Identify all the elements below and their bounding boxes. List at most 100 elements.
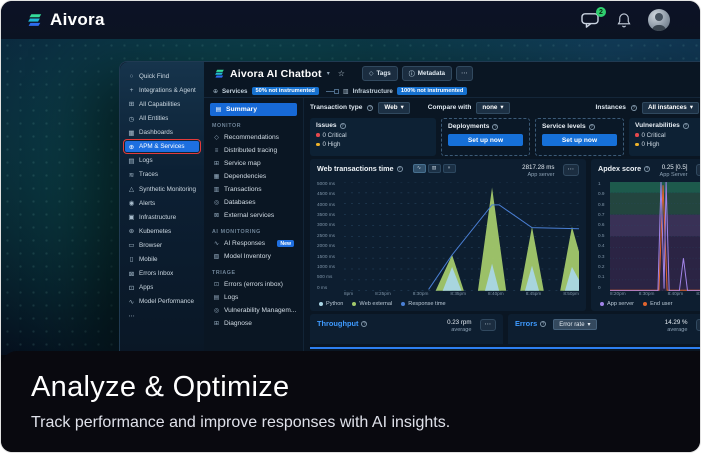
nav-item-model-inventory[interactable]: ▧ Model Inventory <box>210 250 297 263</box>
web-transactions-plot <box>344 181 579 291</box>
nav-item-databases[interactable]: ◎ Databases <box>210 196 297 209</box>
series-app-server <box>610 182 701 291</box>
help-icon[interactable]: ? <box>588 123 595 130</box>
sidebar-item-dashboards[interactable]: ▦ Dashboards <box>125 127 199 138</box>
hero-background: ○ Quick Find + Integrations & Agents ⊞ All Ca… <box>1 39 700 355</box>
sidebar-item-model-performance[interactable]: ∿ Model Performance <box>125 297 199 308</box>
sidebar-item-logs[interactable]: ▤ Logs <box>125 156 199 167</box>
sidebar-item-apm-services[interactable]: ⊕ APM & Services <box>122 139 202 155</box>
sidebar-item-integrations-agents[interactable]: + Integrations & Agents <box>125 85 199 96</box>
help-icon[interactable]: ? <box>396 165 403 172</box>
x-tick-label: 8pm <box>344 290 354 296</box>
legend-item-web-external[interactable]: Web external <box>352 301 392 307</box>
deployments-card: Deployments? Set up now <box>441 118 530 156</box>
x-tick-label: 8:50pm <box>696 290 701 296</box>
summary-icon: ▤ <box>215 107 222 113</box>
tags-button[interactable]: ◇ Tags <box>361 66 398 81</box>
help-icon[interactable]: ? <box>682 122 689 129</box>
y-tick-label: 4500 ms <box>317 191 335 197</box>
metadata-label: Metadata <box>417 70 446 77</box>
filter-row: Transaction type ? Web ▾ Compare with non… <box>310 100 700 115</box>
panel-more-button[interactable]: ⋯ <box>695 164 700 176</box>
instances-select[interactable]: All instances ▾ <box>641 101 699 114</box>
header-more-button[interactable]: ⋯ <box>456 66 473 81</box>
infrastructure-instrumentation-badge[interactable]: 100% not instrumented <box>396 87 468 95</box>
help-icon[interactable]: ? <box>339 122 346 129</box>
info-icon[interactable]: ? <box>630 104 637 111</box>
favorite-star-icon[interactable]: ☆ <box>337 69 345 78</box>
nav-item-transactions[interactable]: ▥ Transactions <box>210 183 297 196</box>
legend-item-end-user[interactable]: End user <box>643 301 672 307</box>
help-icon[interactable]: ? <box>540 320 547 327</box>
nav-item-dependencies[interactable]: ▦ Dependencies <box>210 170 297 183</box>
services-instrumentation-badge[interactable]: 50% not instrumented <box>251 87 319 95</box>
throughput-title[interactable]: Throughput <box>317 319 359 328</box>
chart-type-toggles: ∿ ▥ × <box>412 164 456 173</box>
entity-title: Aivora AI Chatbot <box>230 67 322 80</box>
errors-title[interactable]: Errors <box>515 319 538 328</box>
sidebar-item-more[interactable]: ⋯ <box>125 311 199 322</box>
external-icon: ⊠ <box>213 213 220 219</box>
metadata-button[interactable]: ⓘ Metadata <box>401 66 453 81</box>
nav-item-recommendations[interactable]: ◇ Recommendations <box>210 131 297 144</box>
sidebar-item-quick-find[interactable]: ○ Quick Find <box>125 71 199 82</box>
chat-icon[interactable]: 2 <box>580 7 606 28</box>
nav-item-errors-errors-inbox[interactable]: ⊡ Errors (errors inbox) <box>210 278 297 291</box>
nav-item-external-services[interactable]: ⊠ External services <box>210 209 297 222</box>
line-chart-toggle[interactable]: ∿ <box>412 164 426 173</box>
model-icon: ∿ <box>128 298 135 306</box>
nav-item-logs[interactable]: ▤ Logs <box>210 291 297 304</box>
legend-item-app-server[interactable]: App server <box>600 301 634 307</box>
sidebar-item-synthetic-monitoring[interactable]: △ Synthetic Monitoring <box>125 184 199 195</box>
sidebar-item-label: All Entities <box>139 115 169 123</box>
nav-item-label: Dependencies <box>224 173 267 180</box>
sidebar-item-all-entities[interactable]: ◷ All Entities <box>125 113 199 124</box>
nav-item-vulnerability-managem[interactable]: ◎ Vulnerability Managem... <box>210 304 297 317</box>
bell-icon[interactable] <box>616 12 632 29</box>
nav-item-diagnose[interactable]: ⊞ Diagnose <box>210 317 297 330</box>
panel-more-button[interactable]: ⋯ <box>695 319 700 331</box>
panel-more-button[interactable]: ⋯ <box>479 319 496 331</box>
services-label: Services <box>222 87 248 95</box>
sidebar-item-browser[interactable]: ▭ Browser <box>125 240 199 251</box>
info-icon[interactable]: ? <box>367 104 374 111</box>
user-avatar[interactable] <box>648 9 670 31</box>
legend-item-python[interactable]: Python <box>319 301 343 307</box>
web-transactions-chart <box>344 181 579 291</box>
chevron-down-icon[interactable]: ▾ <box>326 71 330 77</box>
browser-icon: ▭ <box>128 242 135 250</box>
help-icon[interactable]: ? <box>644 165 651 172</box>
deployments-setup-button[interactable]: Set up now <box>448 134 523 146</box>
sidebar-item-all-capabilities[interactable]: ⊞ All Capabilities <box>125 99 199 110</box>
nav-item-summary[interactable]: ▤ Summary <box>210 103 297 116</box>
issues-card: Issues? 0 Critical 0 High <box>310 118 436 156</box>
transactions-icon: ▥ <box>213 187 220 193</box>
sidebar-item-alerts[interactable]: ◉ Alerts <box>125 198 199 209</box>
sidebar-item-infrastructure[interactable]: ▣ Infrastructure <box>125 212 199 223</box>
legend-dot <box>352 301 357 306</box>
nav-item-ai-responses[interactable]: ∿ AI Responses New <box>210 237 297 250</box>
sidebar-item-kubernetes[interactable]: ⊛ Kubernetes <box>125 226 199 237</box>
sidebar-item-mobile[interactable]: ▯ Mobile <box>125 254 199 265</box>
compare-toggle[interactable]: × <box>442 164 456 173</box>
panel-more-button[interactable]: ⋯ <box>562 164 579 176</box>
errors-value: 14.29 % average <box>664 319 688 333</box>
sidebar-item-label: Traces <box>139 171 159 179</box>
legend-item-response-time[interactable]: Response time <box>401 301 446 307</box>
transaction-type-select[interactable]: Web ▾ <box>378 101 410 114</box>
help-icon[interactable]: ? <box>361 320 368 327</box>
instances-label: Instances <box>595 104 626 111</box>
sidebar-item-traces[interactable]: ≋ Traces <box>125 170 199 181</box>
service-levels-setup-button[interactable]: Set up now <box>542 134 617 146</box>
entity-toolbar: ◇ Tags ⓘ Metadata ⋯ <box>361 66 473 81</box>
sidebar-item-errors-inbox[interactable]: ⊠ Errors Inbox <box>125 268 199 279</box>
compare-with-select[interactable]: none ▾ <box>476 101 510 114</box>
nav-item-distributed-tracing[interactable]: ≡ Distributed tracing <box>210 144 297 157</box>
nav-item-label: Vulnerability Managem... <box>224 307 297 314</box>
error-rate-select[interactable]: Error rate ▾ <box>553 319 597 330</box>
bar-chart-toggle[interactable]: ▥ <box>427 164 441 173</box>
help-icon[interactable]: ? <box>492 123 499 130</box>
y-tick-label: 500 ms <box>317 274 333 280</box>
nav-item-service-map[interactable]: ⊞ Service map <box>210 157 297 170</box>
sidebar-item-apps[interactable]: ⊡ Apps <box>125 282 199 293</box>
